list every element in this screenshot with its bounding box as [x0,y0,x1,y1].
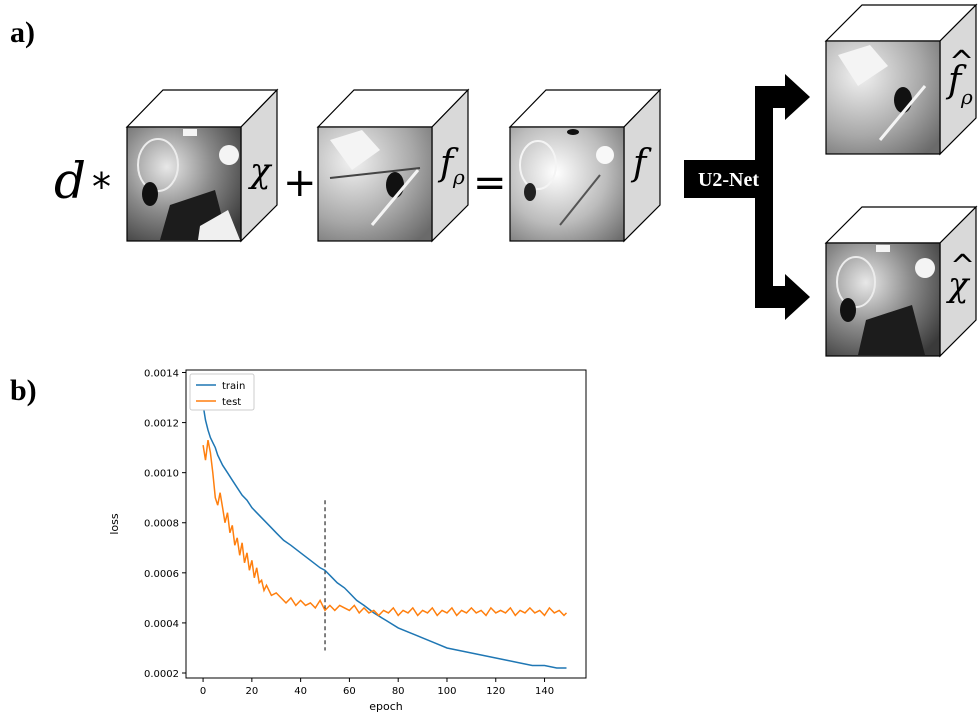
plot-area [185,369,587,679]
x-tick-label: 0 [200,686,206,697]
image-disc [915,258,935,278]
y-tick-label: 0.0012 [144,419,179,430]
u2net-label: U2-Net [698,169,759,191]
image-blob [524,183,536,201]
cube-f: f [508,88,662,243]
x-axis-ticks: 0 20 40 60 80 100 120 140 [200,678,554,697]
image-ring [519,140,557,190]
y-tick-label: 0.0002 [144,669,179,680]
y-tick-label: 0.0010 [144,469,179,480]
legend-label: test [222,397,241,408]
cube-label-rho: ρ [452,165,465,189]
output-label-chi: χ [946,265,971,305]
output-label-f-hat: ^ [949,45,974,80]
image-stroke [329,167,421,179]
x-tick-label: 20 [245,686,258,697]
x-tick-label: 120 [486,686,505,697]
u2net-block: U2-Net [684,74,810,320]
image-light-region [330,130,380,170]
image-ring [836,256,876,308]
pipeline-diagram: d * χ + f ρ = f [54,3,978,358]
y-tick-label: 0.0008 [144,519,179,530]
x-tick-label: 100 [437,686,456,697]
series-line-train [202,404,567,669]
x-tick-label: 140 [535,686,554,697]
image-patch [183,129,197,136]
image-stroke [878,85,927,141]
y-axis-label: loss [108,513,121,535]
image-stroke [559,174,601,226]
output-label-chi-hat: ^ [950,249,975,284]
image-light-region [838,45,888,86]
u2net-box [684,160,773,198]
loss-chart: 0.0002 0.0004 0.0006 0.0008 0.0010 0.0012 0.00… [108,369,587,713]
series-lines [202,404,568,669]
legend: train test [189,373,255,411]
image-blob [567,129,579,135]
panel-a-label: a) [10,16,35,49]
y-axis-ticks: 0.0002 0.0004 0.0006 0.0008 0.0010 0.0012 0.00… [144,369,186,680]
cube-f-rho: f ρ [316,88,470,243]
x-tick-label: 80 [392,686,405,697]
image-blob [894,87,912,113]
image-disc [596,146,614,164]
output-cube-chi: χ ^ [824,205,978,358]
image-ring [137,138,179,192]
legend-label: train [222,381,245,392]
output-label-rho: ρ [960,85,973,109]
image-blob [142,182,158,206]
image-dark-region [858,305,925,355]
cube-label-chi: χ [248,151,273,191]
image-blob [386,172,404,198]
output-cube-f-rho: f ^ ρ [824,3,978,156]
x-tick-label: 40 [294,686,307,697]
image-light-region [198,210,240,240]
panel-b-label: b) [10,374,37,407]
y-tick-label: 0.0004 [144,619,179,630]
image-patch [876,245,890,252]
prefix-d: d [54,152,86,210]
branch-arrow-up [755,74,810,160]
star-operator: * [92,165,111,209]
plus-operator: + [283,160,317,206]
series-line-test [202,439,568,617]
y-tick-label: 0.0014 [144,369,179,380]
branch-arrow-down [755,198,810,320]
image-blob [840,298,856,322]
x-tick-label: 60 [343,686,356,697]
cube-chi: χ [125,88,279,243]
image-disc [219,145,239,165]
image-stroke [370,169,420,226]
equals-operator: = [473,160,507,206]
y-tick-label: 0.0006 [144,569,179,580]
x-axis-label: epoch [369,700,403,713]
